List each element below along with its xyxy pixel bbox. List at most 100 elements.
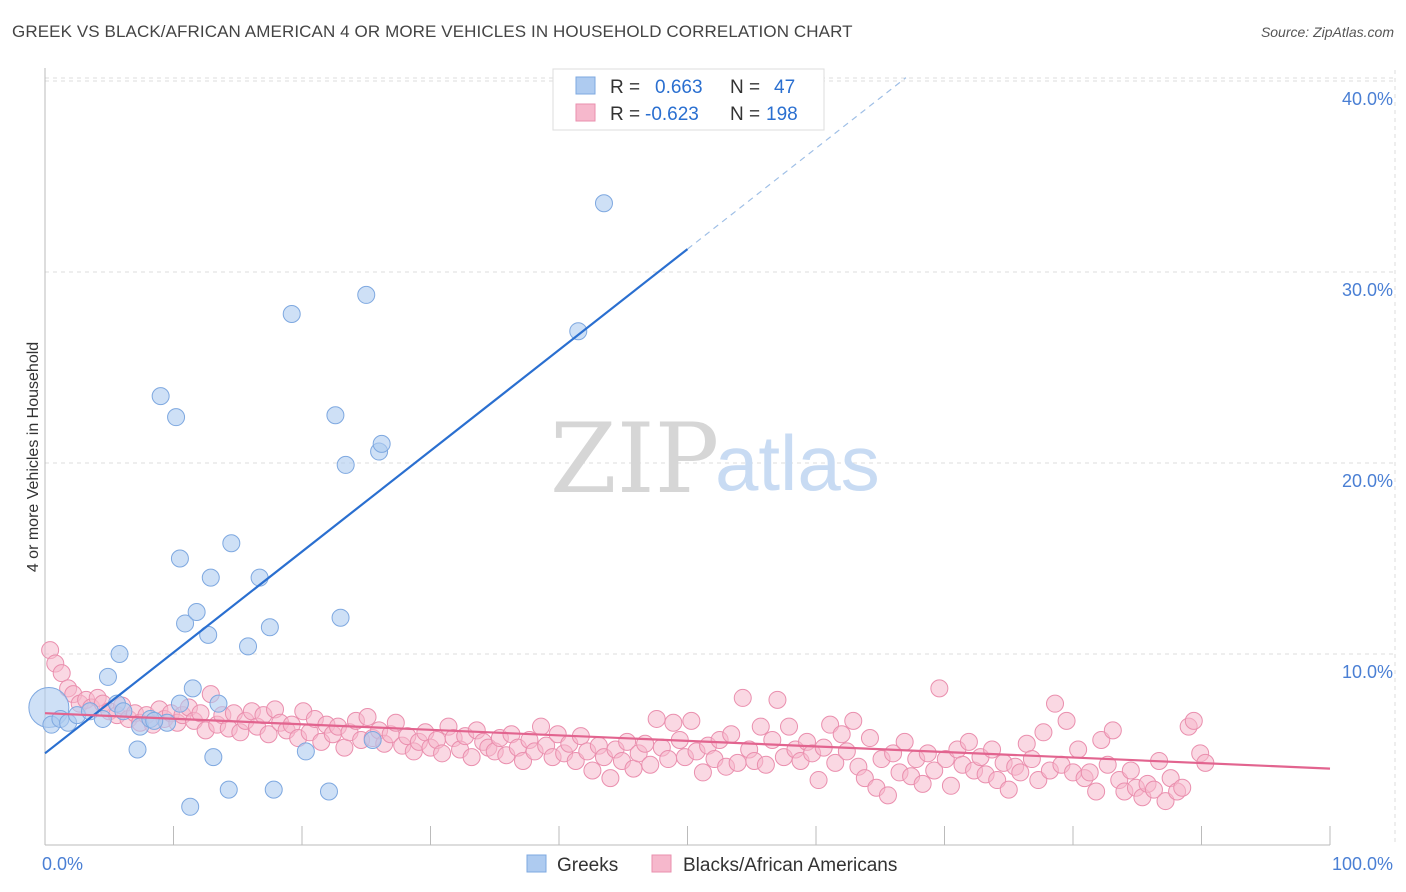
watermark: ZIP atlas xyxy=(550,403,880,515)
y-tick-label: 30.0% xyxy=(1342,280,1393,300)
black-point xyxy=(837,742,856,761)
black-point xyxy=(1046,694,1065,713)
black-point xyxy=(1017,734,1036,753)
black-point xyxy=(601,769,620,788)
black-point xyxy=(733,688,752,707)
source-label: Source: ZipAtlas.com xyxy=(1260,24,1394,40)
x-axis: 0.0% 100.0% xyxy=(42,68,1393,874)
series-legend: Greeks Blacks/African Americans xyxy=(526,854,897,876)
black-point xyxy=(1080,763,1099,782)
black-point xyxy=(1121,761,1140,780)
black-point xyxy=(532,717,551,736)
x-tick-label-min: 0.0% xyxy=(42,854,83,874)
greek-point xyxy=(209,694,228,713)
greek-trend-extension xyxy=(687,77,907,250)
black-point xyxy=(1092,730,1111,749)
greek-point xyxy=(363,730,382,749)
black-point xyxy=(1057,711,1076,730)
greek-points xyxy=(28,194,613,816)
black-point xyxy=(809,771,828,790)
legend-greek-swatch xyxy=(526,854,547,873)
black-n-label: N = xyxy=(730,104,760,125)
black-point xyxy=(1156,792,1175,811)
greek-point xyxy=(98,667,117,686)
black-point xyxy=(756,755,775,774)
greek-point xyxy=(183,679,202,698)
black-point xyxy=(728,753,747,772)
y-tick-label: 10.0% xyxy=(1342,662,1393,682)
black-point xyxy=(358,708,377,727)
black-point xyxy=(878,786,897,805)
black-point xyxy=(664,713,683,732)
greek-point xyxy=(145,711,164,730)
greek-r-label: R = xyxy=(610,77,640,98)
greek-point xyxy=(594,194,613,213)
greek-point xyxy=(222,534,241,553)
greek-point xyxy=(326,406,345,425)
black-point xyxy=(941,776,960,795)
black-point xyxy=(259,725,278,744)
black-point xyxy=(1173,778,1192,797)
black-point xyxy=(751,717,770,736)
black-point xyxy=(1144,780,1163,799)
greek-point xyxy=(357,285,376,304)
black-point xyxy=(566,751,585,770)
black-point xyxy=(1034,723,1053,742)
y-tick-label: 20.0% xyxy=(1342,471,1393,491)
greek-point xyxy=(110,645,129,663)
greek-point xyxy=(296,742,315,761)
black-point xyxy=(936,750,955,769)
chart-title: GREEK VS BLACK/AFRICAN AMERICAN 4 OR MOR… xyxy=(12,22,853,41)
black-point xyxy=(682,711,701,730)
black-point xyxy=(583,761,602,780)
greek-point xyxy=(319,782,338,801)
black-point xyxy=(514,751,533,770)
greek-point xyxy=(167,408,186,427)
stats-legend-box xyxy=(552,68,825,131)
black-point xyxy=(925,761,944,780)
y-tick-label: 40.0% xyxy=(1342,89,1393,109)
greek-point xyxy=(151,387,170,406)
black-r-label: R = xyxy=(610,104,640,125)
black-point xyxy=(1029,771,1048,790)
black-point xyxy=(386,713,405,732)
black-point xyxy=(860,729,879,748)
legend-black-label: Blacks/African Americans xyxy=(683,855,897,876)
greek-point xyxy=(219,780,238,799)
black-point xyxy=(768,690,787,709)
black-n-value: 198 xyxy=(766,104,798,125)
greek-point xyxy=(187,602,206,621)
watermark-zip: ZIP xyxy=(550,403,719,515)
black-point xyxy=(913,774,932,793)
black-point xyxy=(693,763,712,782)
black-point xyxy=(1184,711,1203,730)
black-swatch xyxy=(575,103,596,122)
black-trend-line xyxy=(44,712,1331,770)
greek-n-value: 47 xyxy=(774,77,795,98)
greek-point xyxy=(239,637,258,656)
black-point xyxy=(1069,740,1088,759)
greek-point xyxy=(260,618,279,637)
black-point xyxy=(641,755,660,774)
legend-greek-label: Greeks xyxy=(557,855,618,876)
black-point xyxy=(826,753,845,772)
black-point xyxy=(930,679,949,698)
greek-r-value: 0.663 xyxy=(655,77,703,98)
greek-swatch xyxy=(575,76,596,95)
black-point xyxy=(895,732,914,751)
black-r-value: -0.623 xyxy=(645,104,699,125)
black-point xyxy=(52,664,71,683)
watermark-atlas: atlas xyxy=(715,419,880,507)
legend-black-swatch xyxy=(651,854,672,873)
black-point xyxy=(462,748,481,767)
y-axis-label: 4 or more Vehicles in Household xyxy=(25,342,42,572)
black-point xyxy=(191,704,210,723)
black-point xyxy=(918,744,937,763)
black-point xyxy=(821,715,840,734)
black-point xyxy=(647,709,666,728)
greek-point xyxy=(569,322,588,341)
black-point xyxy=(1022,750,1041,769)
greek-point xyxy=(204,748,223,767)
black-point xyxy=(722,725,741,744)
